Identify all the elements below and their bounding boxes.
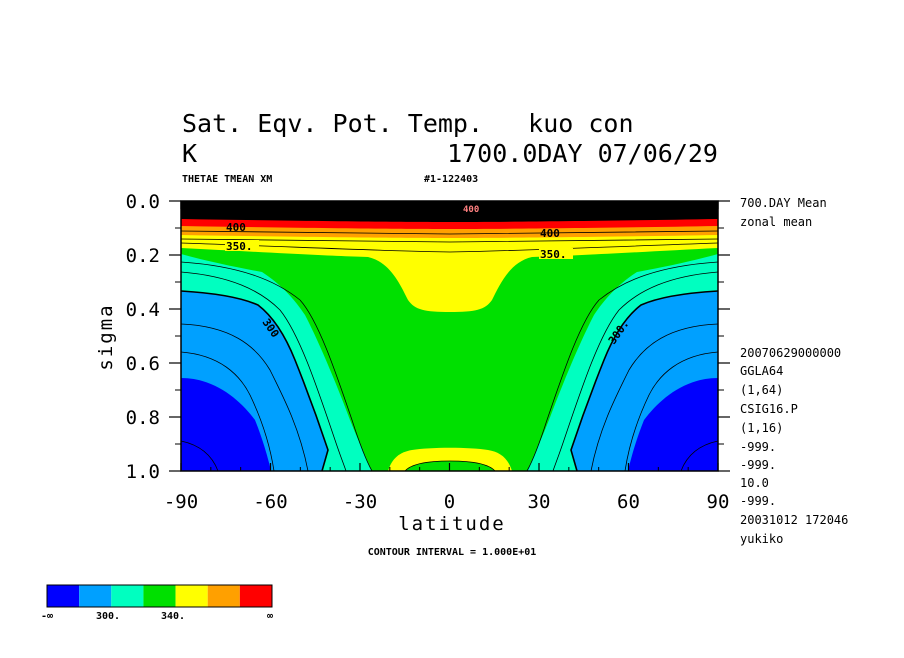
colorbar-swatch bbox=[111, 585, 144, 607]
colorbar-label-340: 340. bbox=[161, 611, 185, 622]
colorbar-swatch bbox=[143, 585, 176, 607]
colorbar-frame bbox=[46, 584, 273, 608]
contour-line-right-2 bbox=[526, 261, 718, 471]
x-tick-label: 90 bbox=[707, 491, 730, 513]
contour-line-left-2 bbox=[181, 261, 373, 471]
y-tick-label: 0.2 bbox=[126, 245, 160, 267]
colorbar-swatch bbox=[239, 585, 272, 607]
colorbar-swatch bbox=[79, 585, 112, 607]
contour-field bbox=[181, 201, 718, 471]
side-note-3: (1,64) bbox=[740, 383, 783, 397]
side-note-9: -999. bbox=[740, 494, 776, 508]
contour-line-right-3 bbox=[590, 323, 718, 471]
colorbar-swatch bbox=[47, 585, 80, 607]
side-note-7: -999. bbox=[740, 458, 776, 472]
side-note-11: yukiko bbox=[740, 532, 783, 546]
contour-line-left-1 bbox=[181, 271, 347, 471]
label-bg-350-left bbox=[225, 240, 259, 251]
label-bg-350-right bbox=[539, 248, 573, 259]
x-tick-label: 60 bbox=[617, 491, 640, 513]
y-axis-label: sigma bbox=[95, 303, 117, 370]
contour-line-left-4 bbox=[181, 351, 275, 471]
colorbar-label-300: 300. bbox=[96, 611, 120, 622]
side-note-10: 20031012 172046 bbox=[740, 513, 848, 527]
y-tick-label: 0.0 bbox=[126, 191, 160, 213]
fill-blue-right bbox=[628, 378, 718, 471]
units-label: K bbox=[182, 139, 197, 168]
variable-label: THETAE TMEAN XM bbox=[182, 174, 272, 185]
run-id: #1-122403 bbox=[424, 174, 478, 185]
colorbar-swatch bbox=[207, 585, 240, 607]
colorbar-label-pos-inf: ∞ bbox=[267, 611, 273, 622]
y-tick-label: 0.8 bbox=[126, 407, 160, 429]
side-note-1: 20070629000000 bbox=[740, 346, 841, 360]
colorbar-label-neg-inf: -∞ bbox=[41, 611, 53, 622]
y-tick-labels: 0.0 0.2 0.4 0.6 0.8 1.0 bbox=[126, 191, 160, 483]
x-tick-label: 30 bbox=[528, 491, 551, 513]
contour-label-400-top: 400 bbox=[463, 205, 479, 215]
contour-interval-note: CONTOUR INTERVAL = 1.000E+01 bbox=[368, 547, 537, 558]
contour-label-400-right: 400 bbox=[540, 227, 560, 240]
contour-300-right bbox=[570, 290, 718, 471]
x-tick-label: -30 bbox=[343, 491, 377, 513]
fill-blue-left bbox=[181, 378, 271, 471]
axis-ticks bbox=[169, 200, 730, 472]
y-tick-label: 0.4 bbox=[126, 299, 160, 321]
title-line1: Sat. Eqv. Pot. Temp. kuo con bbox=[182, 109, 634, 138]
y-tick-label: 1.0 bbox=[126, 461, 160, 483]
colorbar-swatch bbox=[175, 585, 208, 607]
y-tick-label: 0.6 bbox=[126, 353, 160, 375]
x-tick-label: -60 bbox=[253, 491, 287, 513]
contour-line-350 bbox=[181, 242, 718, 253]
contour-line-left-5 bbox=[181, 440, 219, 471]
side-note-top-1: 700.DAY Mean bbox=[740, 196, 827, 210]
contour-label-400-left: 400 bbox=[226, 221, 246, 234]
side-note-5: (1,16) bbox=[740, 421, 783, 435]
contour-line-right-1 bbox=[552, 271, 718, 471]
contour-line-right-4 bbox=[624, 351, 718, 471]
contour-300-left bbox=[181, 290, 329, 471]
x-axis-label: latitude bbox=[398, 513, 506, 535]
side-note-8: 10.0 bbox=[740, 476, 769, 490]
x-tick-label: 0 bbox=[444, 491, 455, 513]
x-tick-label: -90 bbox=[164, 491, 198, 513]
title-line2: 1700.0DAY 07/06/29 bbox=[447, 139, 718, 168]
fill-black-dense bbox=[181, 201, 718, 222]
side-note-6: -999. bbox=[740, 440, 776, 454]
contour-label-350-right: 350. bbox=[540, 248, 567, 261]
side-note-2: GGLA64 bbox=[740, 364, 783, 378]
contour-line-right-5 bbox=[680, 440, 718, 471]
side-notes: 700.DAY Mean zonal mean 20070629000000 G… bbox=[740, 196, 848, 546]
colorbar-labels: -∞ 300. 340. ∞ bbox=[41, 611, 273, 622]
colorbar bbox=[46, 584, 273, 608]
x-tick-labels: -90 -60 -30 0 30 60 90 bbox=[164, 491, 730, 513]
side-note-4: CSIG16.P bbox=[740, 402, 798, 416]
side-note-top-2: zonal mean bbox=[740, 215, 812, 229]
contour-label-350-left: 350. bbox=[226, 240, 253, 253]
contour-line-left-3 bbox=[181, 323, 309, 471]
